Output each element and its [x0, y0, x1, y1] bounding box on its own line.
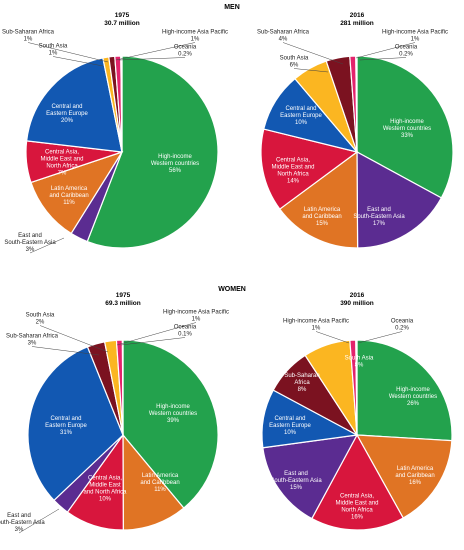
pie-slice — [27, 346, 124, 502]
pie-slice — [355, 434, 453, 519]
pie-slice — [25, 57, 123, 153]
slice-label: High-income Asia Pacific 1% — [283, 319, 349, 332]
slice-label: High-income Western countries 33% — [383, 119, 431, 139]
pie-slice — [260, 128, 359, 210]
slice-label: High-income Asia Pacific 1% — [382, 30, 448, 43]
leader-line — [115, 42, 196, 61]
leader-line — [27, 42, 109, 63]
leader-line — [293, 68, 329, 73]
pie-slice — [120, 55, 123, 153]
leader-line — [31, 346, 100, 356]
pie-subtitle: 69.3 million — [105, 300, 140, 307]
pie-title: 1975 — [116, 292, 131, 299]
leader-line — [29, 237, 65, 254]
slice-label: Sub-Saharan Africa 1% — [2, 30, 55, 43]
pie-title: 2016 — [350, 292, 365, 299]
slice-label: Oceania 0.2% — [174, 45, 197, 58]
leader-line — [116, 322, 197, 346]
slice-label: East and South-Eastern Asia 17% — [353, 207, 405, 227]
leader-line — [282, 42, 344, 65]
slice-label: Latin America and Caribbean 16% — [395, 466, 434, 486]
pie-slice — [121, 339, 124, 436]
pie-title: 2016 — [350, 12, 365, 19]
slice-label: South Asia 6% — [280, 56, 309, 69]
slice-label: Sub-Saharan Africa 4% — [257, 30, 310, 43]
pie-slice — [355, 55, 358, 153]
slice-label: High-income Western countries 56% — [151, 154, 199, 174]
leader-line — [120, 337, 186, 346]
slice-label: South Asia 1% — [39, 44, 68, 57]
pie-slice — [86, 55, 219, 249]
pie-slice — [355, 339, 358, 436]
slice-label: Latin America and Caribbean 11% — [49, 186, 88, 206]
slice-label: High-income Asia Pacific 1% — [162, 30, 228, 43]
slice-label: Central and Eastern Europe 31% — [45, 416, 87, 436]
slice-label: Central Asia, Middle East and North Africa… — [271, 158, 314, 185]
slice-label: High-income Western countries 26% — [389, 387, 437, 407]
pie-slice — [122, 339, 219, 509]
pie-slice — [311, 433, 405, 531]
leader-line — [118, 57, 186, 61]
pie-subtitle: 281 million — [340, 20, 374, 27]
slice-label: Latin America and Caribbean 15% — [302, 207, 341, 227]
leader-line — [39, 325, 109, 353]
slice-label: High-income Western countries 39% — [149, 404, 197, 424]
leader-line — [357, 331, 403, 344]
leader-line — [52, 56, 104, 67]
leader-line — [359, 57, 407, 61]
leader-line — [315, 331, 350, 344]
slice-label: Central Asia, Middle East and North Africa… — [83, 476, 127, 503]
slice-label: Central Asia, Middle East and North Africa… — [40, 150, 83, 177]
slice-label: Oceania 0.2% — [391, 319, 414, 332]
slice-label: South Asia 8% — [345, 356, 374, 369]
leader-line — [355, 42, 416, 59]
leader-line — [18, 508, 60, 534]
pie-slice — [356, 339, 453, 442]
slice-label: Oceania 0.1% — [174, 325, 197, 338]
slice-label: High-income Asia Pacific 1% — [163, 310, 229, 323]
slice-label: South Asia 2% — [26, 313, 55, 326]
slice-label: Central and Eastern Europe 10% — [269, 416, 311, 436]
pie-slice — [262, 434, 359, 520]
pie-slice — [30, 150, 124, 235]
slice-label: East and South-Eastern Asia 15% — [270, 471, 322, 491]
women-section-title: WOMEN — [218, 286, 246, 293]
pie-slice — [356, 150, 443, 249]
slice-label: Central and Eastern Europe 10% — [280, 106, 322, 126]
pie-subtitle: 30.7 million — [104, 20, 139, 27]
pie-slice — [356, 55, 454, 199]
slice-label: Sub-Saharan Africa 8% — [284, 373, 319, 393]
pie-slice — [278, 150, 359, 249]
slice-label: Central and Eastern Europe 20% — [46, 104, 88, 124]
pie-slice — [122, 433, 185, 531]
slice-label: Oceania 0.2% — [395, 45, 418, 58]
slice-label: Latin America and Caribbean 11% — [140, 473, 179, 493]
slice-label: Central Asia, Middle East and North Africa… — [335, 494, 378, 521]
slice-label: Sub-Saharan Africa 3% — [6, 334, 59, 347]
pie-title: 1975 — [115, 12, 130, 19]
pie-subtitle: 390 million — [340, 300, 374, 307]
men-section-title: MEN — [224, 4, 240, 11]
